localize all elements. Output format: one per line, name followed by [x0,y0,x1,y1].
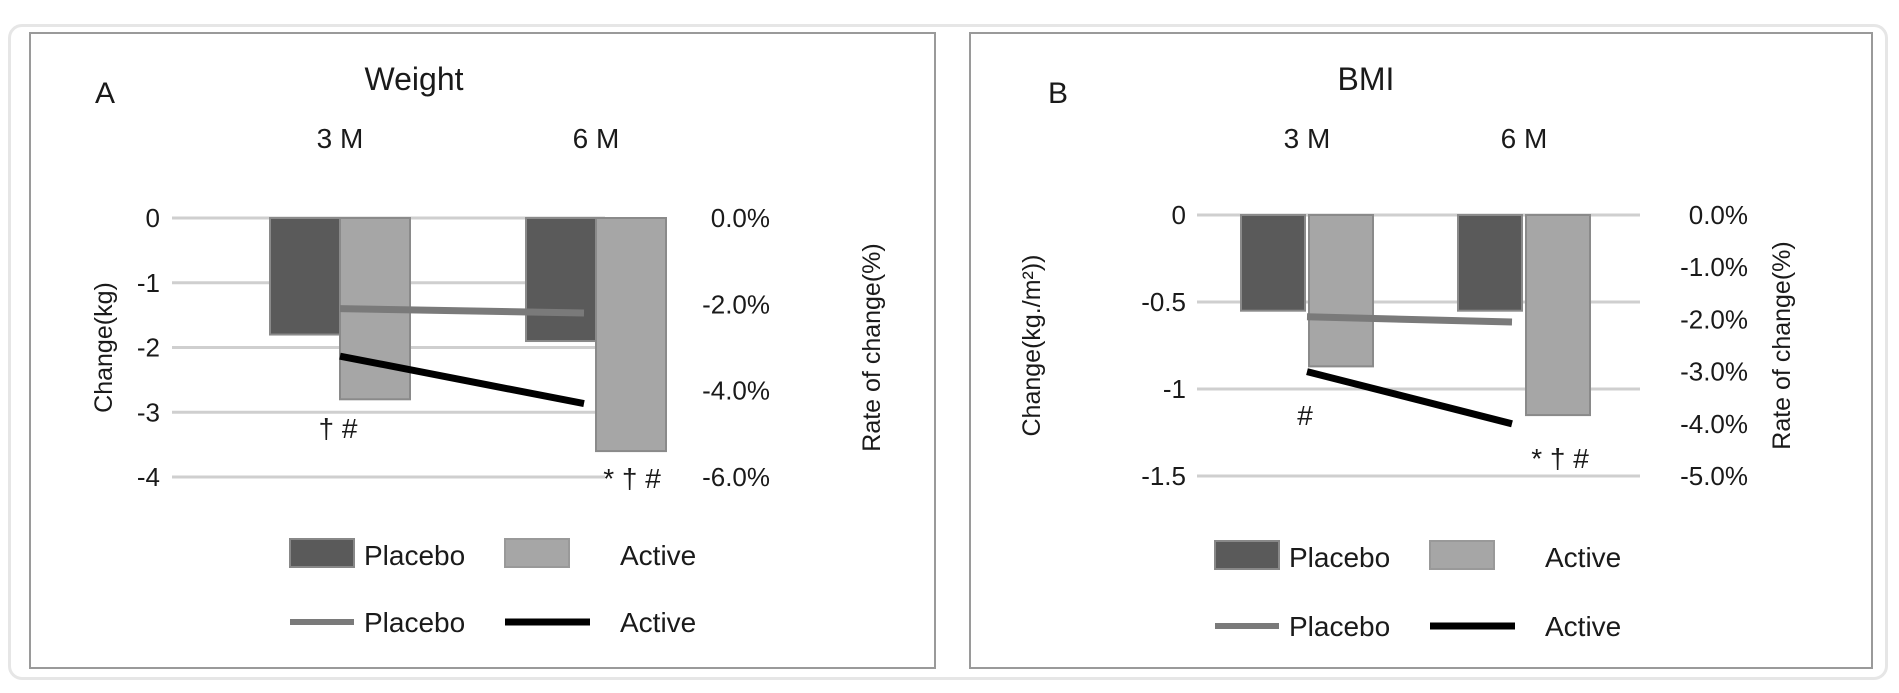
panel-b-legend-swatch-active-bar [1429,540,1495,570]
figure-frame [8,24,1888,680]
panel-b-y-tick: -1.5 [1141,461,1186,491]
panel-b-significance-mark: * † # [1531,443,1589,474]
panel-a-legend-label: Active [620,540,696,571]
panel-a-y-tick: -1 [137,268,160,298]
panel-a-bar-placebo [269,217,341,336]
panel-b-label: B [1048,77,1068,110]
panel-a-line-active [339,352,585,408]
panel-a-y2-tick: 0.0% [711,203,770,233]
panel-b-y2-tick: -3.0% [1680,357,1748,387]
panel-a-y2-tick: -6.0% [702,462,770,492]
panel-b-y2-tick: -4.0% [1680,409,1748,439]
panel-a-legend-swatch-placebo-bar [289,538,355,568]
panel-b-y2-tick: -1.0% [1680,252,1748,282]
panel-a-y-tick: -3 [137,397,160,427]
panel-b-legend-label: Active [1545,542,1621,573]
panel-a-y2-tick: -2.0% [702,289,770,319]
panel-b-bar-active [1525,214,1591,417]
panel-b-y2-tick: -2.0% [1680,304,1748,334]
panel-b-legend-label: Placebo [1289,542,1390,573]
panel-b-title: BMI [1338,61,1395,97]
panel-b-y-axis-label: Change(kg./m²)) [1018,255,1046,437]
panel-b-legend-label: Placebo [1289,611,1390,642]
panel-b-line-placebo [1306,313,1513,326]
panel-b-y2-tick: -5.0% [1680,461,1748,491]
panel-a-label: A [95,77,115,110]
panel-b-border [969,32,1873,669]
panel-a-border [29,32,936,669]
panel-b-legend-swatch-placebo-bar [1214,540,1280,570]
panel-b-y2-tick: 0.0% [1689,200,1748,230]
panel-a-significance-mark: * † # [603,463,661,494]
panel-b-category-label: 6 M [1501,123,1548,154]
panel-b-bar-placebo [1240,214,1306,312]
panel-b-y2-axis-label: Rate of change(%) [1768,241,1796,449]
panel-a-category-label: 6 M [573,123,620,154]
panel-b-bar-active [1308,214,1374,368]
panel-a-y-tick: -4 [137,462,160,492]
panel-a-legend-label: Placebo [364,607,465,638]
panel-b-category-label: 3 M [1284,123,1331,154]
panel-b-y-tick: -0.5 [1141,287,1186,317]
panel-a-y-tick: -2 [137,333,160,363]
panel-a-legend-swatch-active-bar [504,538,570,568]
panel-a-legend-label: Active [620,607,696,638]
panel-a-y-axis-label: Change(kg) [90,282,118,413]
panel-b-significance-mark: # [1297,400,1313,431]
panel-a-bar-placebo [525,217,597,343]
panel-a-significance-mark: † # [319,413,358,444]
panel-a-line-placebo [339,305,585,317]
panel-b-legend-label: Active [1545,611,1621,642]
panel-a-y2-axis-label: Rate of change(%) [858,243,886,451]
panel-b-y-tick: 0 [1172,200,1186,230]
panel-a-bar-active [595,217,667,453]
panel-a-title: Weight [364,61,463,97]
panel-a-y2-tick: -4.0% [702,376,770,406]
panel-a-y-tick: 0 [146,203,160,233]
panel-a-legend-label: Placebo [364,540,465,571]
panel-a-category-label: 3 M [317,123,364,154]
panel-b-y-tick: -1 [1163,374,1186,404]
panel-b-bar-placebo [1457,214,1523,312]
panel-b-line-active [1306,368,1513,428]
